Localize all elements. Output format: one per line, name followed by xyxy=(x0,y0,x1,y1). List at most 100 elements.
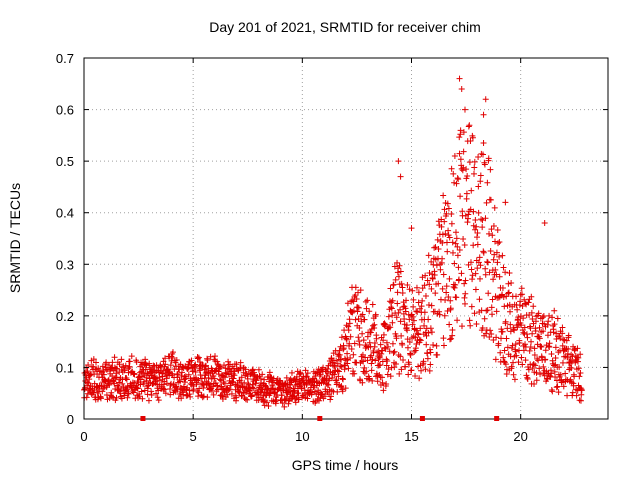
data-point xyxy=(343,336,350,343)
x-tick-label: 0 xyxy=(80,429,87,444)
data-point xyxy=(460,164,467,171)
data-point xyxy=(181,373,188,380)
data-point xyxy=(100,385,107,392)
data-point xyxy=(400,357,407,364)
data-point xyxy=(531,380,538,387)
data-point xyxy=(408,367,415,374)
data-point xyxy=(550,362,557,369)
data-point xyxy=(526,347,533,354)
data-point xyxy=(334,367,341,374)
data-point xyxy=(453,294,460,301)
data-point xyxy=(130,389,137,396)
data-point xyxy=(449,332,456,339)
data-point xyxy=(302,374,309,381)
data-point xyxy=(472,226,479,233)
data-point xyxy=(468,303,475,310)
data-point xyxy=(435,246,442,253)
data-point xyxy=(456,75,463,82)
data-point xyxy=(396,262,403,269)
data-point xyxy=(484,259,491,266)
data-point xyxy=(447,305,454,312)
data-point xyxy=(162,390,169,397)
data-point xyxy=(496,238,503,245)
data-point xyxy=(440,335,447,342)
data-point xyxy=(344,300,351,307)
data-point xyxy=(426,367,433,374)
data-point xyxy=(434,236,441,243)
data-point xyxy=(483,307,490,314)
data-point xyxy=(471,310,478,317)
data-point xyxy=(449,327,456,334)
data-point xyxy=(500,264,507,271)
data-point xyxy=(545,343,552,350)
data-point xyxy=(455,176,462,183)
data-points xyxy=(81,75,585,410)
data-point xyxy=(399,341,406,348)
data-point xyxy=(361,364,368,371)
data-point xyxy=(368,367,375,374)
data-point xyxy=(448,220,455,227)
data-point xyxy=(425,329,432,336)
data-point xyxy=(397,318,404,325)
data-point xyxy=(392,360,399,367)
data-point xyxy=(507,328,514,335)
data-point xyxy=(143,374,150,381)
data-point xyxy=(453,235,460,242)
gap-marker xyxy=(494,416,500,421)
data-point xyxy=(518,285,525,292)
data-point xyxy=(546,312,553,319)
data-point xyxy=(475,183,482,190)
data-point xyxy=(424,350,431,357)
data-point xyxy=(354,304,361,311)
data-point xyxy=(445,294,452,301)
data-point xyxy=(123,374,130,381)
data-point xyxy=(408,225,415,232)
data-point xyxy=(559,330,566,337)
data-point xyxy=(226,386,233,393)
data-point xyxy=(102,378,109,385)
data-point xyxy=(462,277,469,284)
data-point xyxy=(502,361,509,368)
y-tick-label: 0.4 xyxy=(56,206,74,221)
data-point xyxy=(493,249,500,256)
data-point xyxy=(496,273,503,280)
data-point xyxy=(363,368,370,375)
data-point xyxy=(576,373,583,380)
data-point xyxy=(404,282,411,289)
data-point xyxy=(309,389,316,396)
data-point xyxy=(286,384,293,391)
data-point xyxy=(87,371,94,378)
data-point xyxy=(554,315,561,322)
data-point xyxy=(181,379,188,386)
data-point xyxy=(444,307,451,314)
data-point xyxy=(389,319,396,326)
data-point xyxy=(422,272,429,279)
data-point xyxy=(483,199,490,206)
data-point xyxy=(219,393,226,400)
data-point xyxy=(103,359,110,366)
data-point xyxy=(446,336,453,343)
data-point xyxy=(114,365,121,372)
data-point xyxy=(546,340,553,347)
data-point xyxy=(266,378,273,385)
data-point xyxy=(404,327,411,334)
data-point xyxy=(351,370,358,377)
data-point xyxy=(465,211,472,218)
data-point xyxy=(118,356,125,363)
data-point xyxy=(433,262,440,269)
y-tick-label: 0.7 xyxy=(56,51,74,66)
data-point xyxy=(148,391,155,398)
data-point xyxy=(152,378,159,385)
data-point xyxy=(448,335,455,342)
data-point xyxy=(452,281,459,288)
data-point xyxy=(327,393,334,400)
data-point xyxy=(297,370,304,377)
data-point xyxy=(454,175,461,182)
data-point xyxy=(548,387,555,394)
data-point xyxy=(409,287,416,294)
data-point xyxy=(99,388,106,395)
data-point xyxy=(490,256,497,263)
data-point xyxy=(515,314,522,321)
data-point xyxy=(418,303,425,310)
data-point xyxy=(106,381,113,388)
